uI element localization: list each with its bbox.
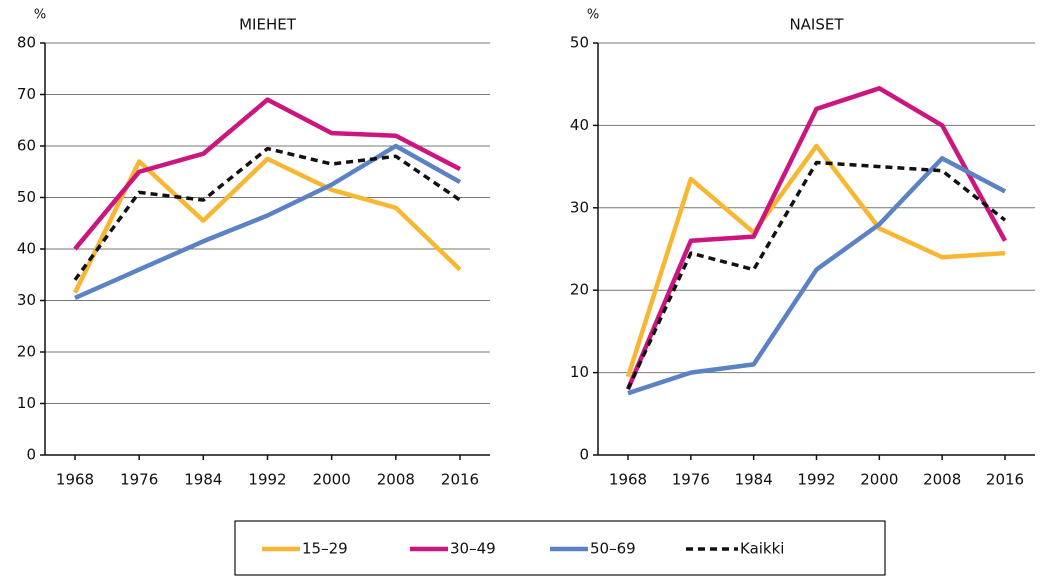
y-tick-label: 0 bbox=[26, 446, 36, 464]
series-line bbox=[625, 86, 1007, 390]
y-tick-label: 80 bbox=[17, 34, 36, 52]
x-tick-label: 2016 bbox=[986, 471, 1024, 489]
x-tick-label: 2016 bbox=[441, 471, 479, 489]
x-tick-label: 2008 bbox=[377, 471, 415, 489]
y-tick-label: 70 bbox=[17, 85, 36, 103]
x-tick-label: 1984 bbox=[184, 471, 222, 489]
y-tick-label: 50 bbox=[17, 188, 36, 206]
y-tick-label: 0 bbox=[579, 446, 589, 464]
x-tick-label: 2000 bbox=[860, 471, 898, 489]
series-line bbox=[627, 156, 1007, 396]
x-tick-label: 1976 bbox=[120, 471, 158, 489]
legend-label: Kaikki bbox=[740, 540, 784, 558]
x-tick-label: 2000 bbox=[313, 471, 351, 489]
legend-box bbox=[234, 520, 886, 576]
y-tick-label: 30 bbox=[570, 198, 589, 216]
series-line bbox=[73, 146, 461, 281]
series-line bbox=[625, 143, 1006, 378]
chart-title: MIEHET bbox=[239, 16, 297, 34]
series-line bbox=[626, 160, 1007, 390]
y-tick-label: 50 bbox=[570, 34, 589, 52]
y-tick-label: 20 bbox=[17, 343, 36, 361]
chart-title: NAISET bbox=[789, 16, 844, 34]
y-tick-label: 20 bbox=[570, 281, 589, 299]
x-tick-label: 1992 bbox=[248, 471, 286, 489]
x-tick-label: 1968 bbox=[56, 471, 94, 489]
legend-label: 50–69 bbox=[590, 540, 636, 558]
y-tick-label: 40 bbox=[570, 116, 589, 134]
x-tick-label: 1984 bbox=[735, 471, 773, 489]
series-line bbox=[72, 156, 462, 294]
y-tick-label: 40 bbox=[17, 240, 36, 258]
x-tick-label: 2008 bbox=[923, 471, 961, 489]
y-tick-label: 10 bbox=[570, 363, 589, 381]
legend-label: 30–49 bbox=[450, 540, 496, 558]
x-tick-label: 1976 bbox=[672, 471, 710, 489]
x-tick-label: 1992 bbox=[797, 471, 835, 489]
legend-label: 15–29 bbox=[302, 540, 348, 558]
y-axis-label: % bbox=[587, 8, 599, 23]
y-tick-label: 60 bbox=[17, 137, 36, 155]
y-tick-label: 10 bbox=[17, 394, 36, 412]
y-tick-label: 30 bbox=[17, 291, 36, 309]
x-tick-label: 1968 bbox=[609, 471, 647, 489]
series-line bbox=[73, 97, 462, 251]
y-axis-label: % bbox=[34, 8, 46, 23]
series-line bbox=[74, 143, 462, 300]
